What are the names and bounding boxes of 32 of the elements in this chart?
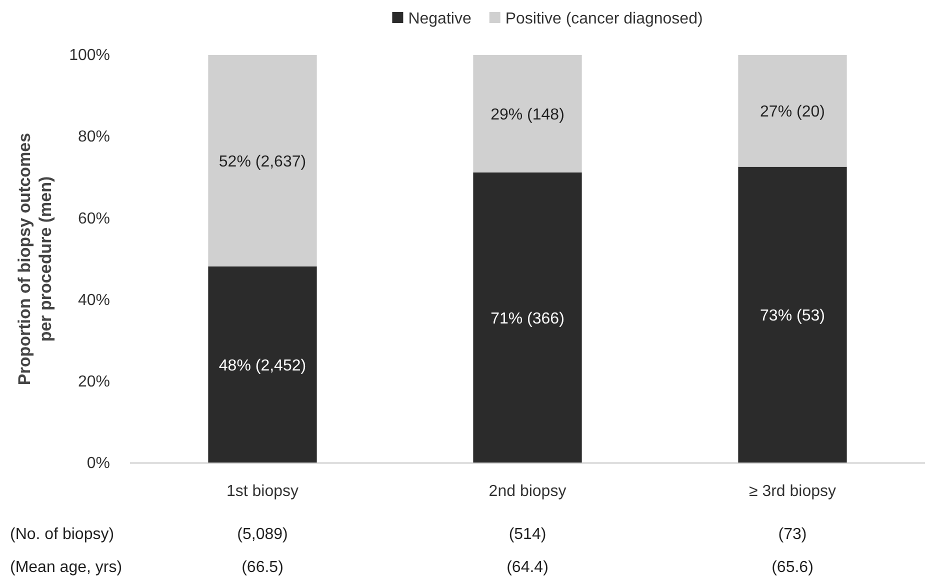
data-label: 48% (2,452) bbox=[218, 357, 306, 374]
bar bbox=[208, 55, 317, 266]
y-tick-label: 40% bbox=[78, 292, 110, 309]
text: (64.4) bbox=[506, 559, 548, 576]
x-tick-label: 2nd biopsy bbox=[488, 483, 566, 500]
data-label: 71% (366) bbox=[490, 310, 564, 328]
text: (65.6) bbox=[772, 559, 814, 576]
text: (66.5) bbox=[242, 559, 284, 576]
x-tick-label: ≥ 3rd biopsy bbox=[748, 483, 836, 500]
text: (514) bbox=[508, 526, 546, 543]
legend-label: Negative bbox=[408, 10, 472, 28]
y-tick-label: 60% bbox=[78, 210, 110, 228]
bar bbox=[208, 266, 317, 463]
legend-label: Positive (cancer diagnosed) bbox=[505, 10, 703, 28]
text: (73) bbox=[778, 526, 807, 543]
y-axis-title: Proportion of biopsy outcomes per procedure (men) bbox=[15, 132, 55, 386]
text: (5,089) bbox=[237, 526, 288, 543]
data-label: 27% (20) bbox=[760, 103, 825, 120]
bar bbox=[473, 172, 582, 463]
y-tick-label: 100% bbox=[69, 47, 110, 64]
y-tick-label: 80% bbox=[78, 128, 110, 146]
bar bbox=[738, 166, 847, 463]
bar bbox=[738, 55, 847, 167]
y-tick-label: 0% bbox=[86, 455, 110, 472]
data-label: 73% (53) bbox=[760, 307, 825, 324]
text: (Mean age, yrs) bbox=[10, 559, 122, 576]
text: (No. of biopsy) bbox=[10, 526, 114, 543]
y-tick-label: 20% bbox=[78, 374, 110, 391]
x-tick-label: 1st biopsy bbox=[226, 483, 299, 500]
data-label: 29% (148) bbox=[490, 106, 564, 124]
data-label: 52% (2,637) bbox=[218, 153, 306, 170]
bar bbox=[473, 55, 582, 173]
